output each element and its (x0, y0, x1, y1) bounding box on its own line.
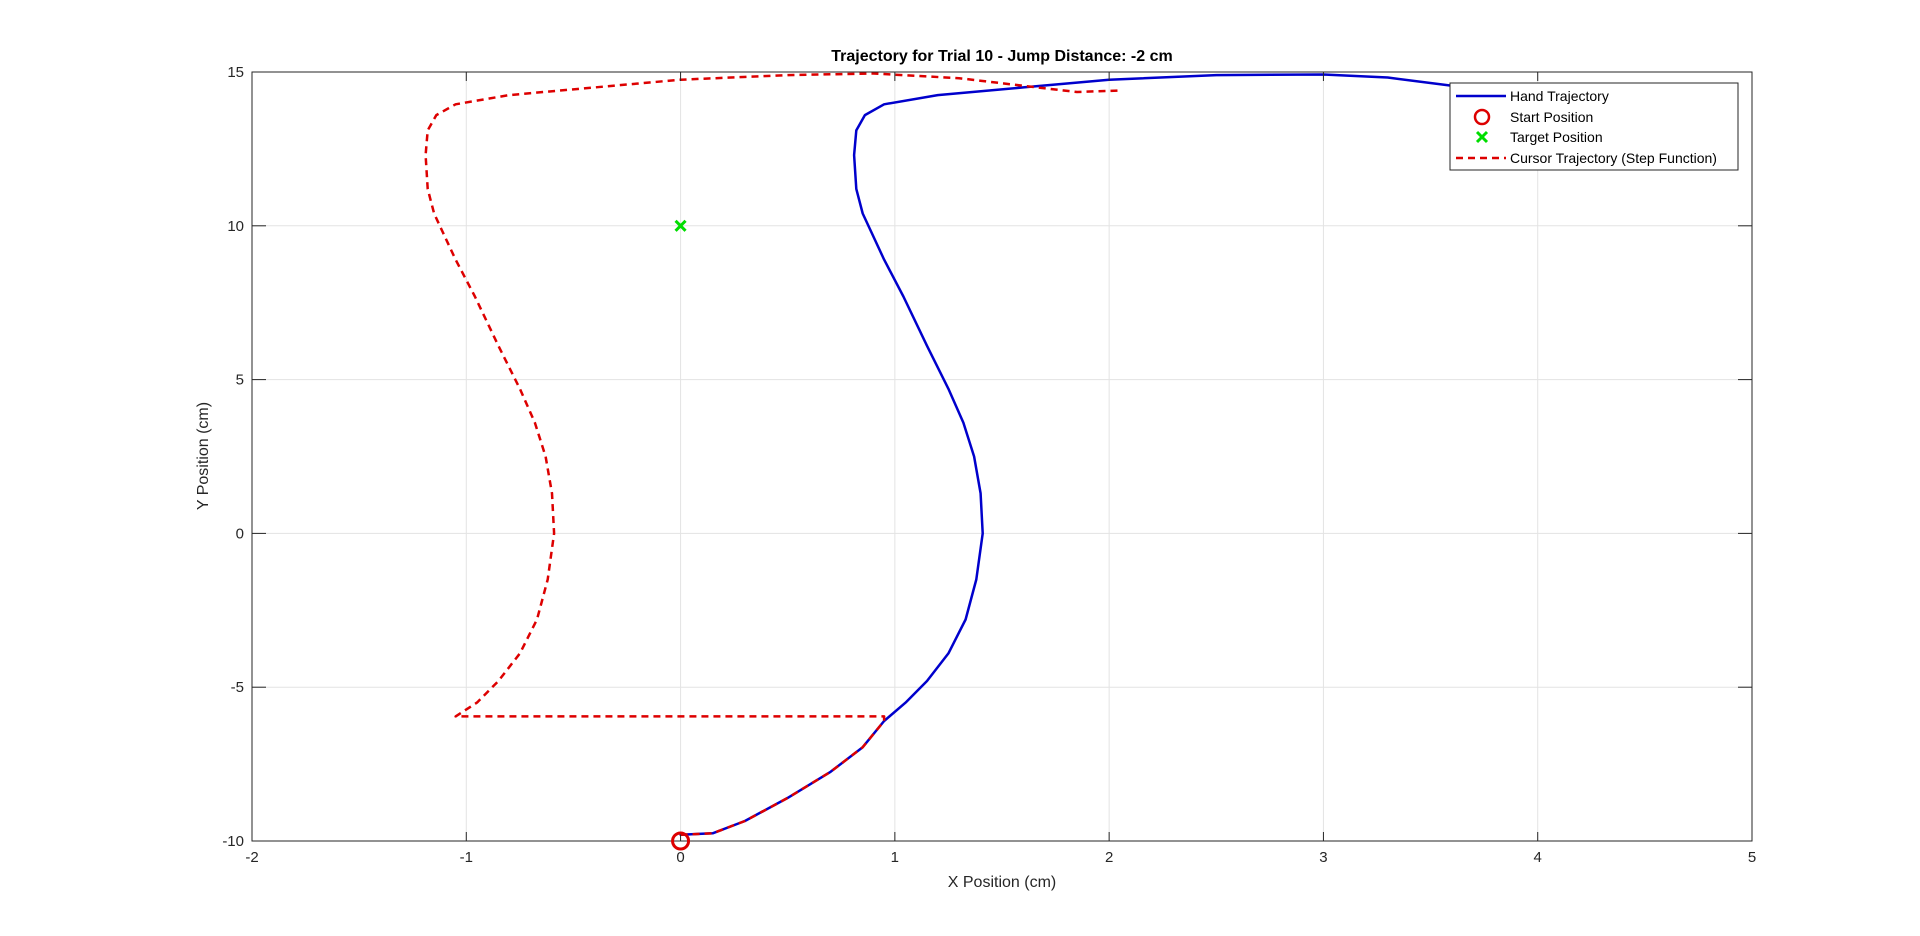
legend-label-cursor-trajectory: Cursor Trajectory (Step Function) (1510, 150, 1717, 166)
legend-label-target-position: Target Position (1510, 129, 1603, 145)
x-tick-label: -2 (245, 849, 258, 866)
legend-swatch-start-position (1473, 108, 1491, 126)
x-tick-label: 0 (676, 849, 684, 866)
x-tick-label: 2 (1105, 849, 1113, 866)
series-layer (424, 72, 1475, 837)
chart-title: Trajectory for Trial 10 - Jump Distance:… (831, 48, 1172, 65)
y-tick-label: 15 (227, 64, 244, 81)
y-tick-label: 5 (236, 372, 244, 389)
legend-label-start-position: Start Position (1510, 109, 1593, 125)
legend: Hand Trajectory Start Position Target Po… (1449, 82, 1739, 171)
y-tick-label: -10 (222, 833, 244, 850)
cursor-trajectory-step-function-line (424, 72, 1120, 837)
start-position-marker (671, 831, 691, 851)
x-tick-label: 5 (1748, 849, 1756, 866)
y-tick-label: -5 (231, 679, 244, 696)
x-tick-label: 3 (1319, 849, 1327, 866)
plot-frame (251, 71, 1753, 842)
y-tick-label: 10 (227, 218, 244, 235)
plot-area (252, 72, 1752, 841)
x-axis-label: X Position (cm) (948, 874, 1056, 891)
x-tick-label: 4 (1534, 849, 1542, 866)
legend-swatch-target-position (1475, 130, 1489, 144)
legend-box (1449, 82, 1739, 171)
x-tick-label: -1 (460, 849, 473, 866)
y-axis-label: Y Position (cm) (195, 402, 212, 510)
y-tick-label: 0 (236, 525, 244, 542)
target-position-marker (674, 219, 687, 232)
x-tick-label: 1 (891, 849, 899, 866)
legend-label-hand-trajectory: Hand Trajectory (1510, 88, 1609, 104)
